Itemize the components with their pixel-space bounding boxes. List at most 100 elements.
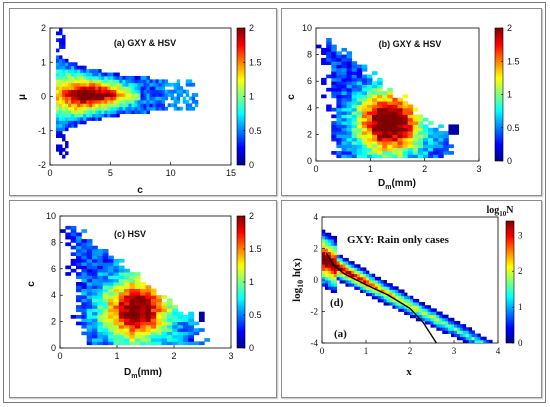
heatmap-cell-c <box>113 338 120 342</box>
heatmap-cell-d <box>462 333 467 338</box>
heatmap-cell-c <box>145 341 152 346</box>
heatmap-cell-b <box>366 121 373 125</box>
heatmap-cell-d <box>324 273 329 278</box>
heatmap-cell-c <box>102 265 109 270</box>
heatmap-cell-b <box>382 127 388 132</box>
heatmap-cell-b <box>361 87 368 92</box>
heatmap-cell-d <box>330 289 335 293</box>
heatmap-cell-c <box>161 334 168 339</box>
heatmap-cell-a <box>185 93 190 97</box>
y-tick-label-c: 2 <box>51 317 56 327</box>
heatmap-cell-a <box>65 113 69 118</box>
heatmap-cell-b <box>392 97 398 102</box>
heatmap-cell-a <box>83 113 87 118</box>
heatmap-cell-b <box>351 64 358 69</box>
heatmap-cell-c <box>140 321 146 326</box>
heatmap-cell-d <box>374 276 379 281</box>
heatmap-cell-a <box>95 72 99 77</box>
heatmap-cell-a <box>80 113 84 118</box>
heatmap-cell-a <box>59 93 63 97</box>
heatmap-cell-a <box>137 99 141 104</box>
heatmap-cell-a <box>62 58 66 63</box>
heatmap-cell-a <box>113 103 117 108</box>
heatmap-cell-a <box>134 106 138 111</box>
heatmap-cell-a <box>65 72 69 77</box>
heatmap-cell-a <box>116 82 120 87</box>
heatmap-cell-b <box>402 144 409 149</box>
heatmap-cell-c <box>140 288 146 293</box>
heatmap-cell-d <box>439 311 443 316</box>
colorbar-tick-label-b: 0.5 <box>507 123 520 133</box>
heatmap-cell-d <box>474 333 478 338</box>
heatmap-cell-a <box>122 82 126 87</box>
heatmap-cell-c <box>177 334 184 339</box>
heatmap-cell-c <box>156 341 162 346</box>
heatmap-cell-c <box>134 318 141 322</box>
heatmap-cell-b <box>387 137 393 142</box>
heatmap-cell-b <box>433 127 439 132</box>
heatmap-cell-b <box>382 101 388 105</box>
x-axis-label-c-sub: m <box>131 373 137 380</box>
heatmap-cell-b <box>382 97 388 102</box>
heatmap-cell-c <box>129 305 136 309</box>
heatmap-cell-b <box>351 151 358 155</box>
heatmap-cell-c <box>118 311 125 316</box>
heatmap-cell-a <box>71 103 75 108</box>
heatmap-cell-b <box>387 141 393 145</box>
heatmap-cell-d <box>392 286 396 290</box>
heatmap-cell-c <box>118 338 125 342</box>
heatmap-cell-d <box>374 292 379 297</box>
heatmap-cell-d <box>392 292 396 297</box>
heatmap-cell-a <box>98 96 102 101</box>
heatmap-cell-a <box>56 72 60 77</box>
heatmap-cell-c <box>76 245 82 250</box>
heatmap-cell-a <box>59 75 63 80</box>
heatmap-cell-b <box>382 141 388 145</box>
heatmap-cell-a <box>95 79 99 84</box>
heatmap-cell-b <box>351 141 358 145</box>
heatmap-cell-b <box>387 101 393 105</box>
heatmap-cell-b <box>372 91 378 95</box>
heatmap-cell-d <box>324 257 329 262</box>
heatmap-cell-c <box>76 232 82 237</box>
heatmap-cell-c <box>92 318 98 322</box>
heatmap-cell-b <box>341 91 347 95</box>
heatmap-cell-d <box>348 276 352 281</box>
heatmap-cell-c <box>76 285 82 289</box>
heatmap-cell-c <box>108 331 114 336</box>
heatmap-cell-c <box>92 305 98 309</box>
heatmap-cell-b <box>387 94 393 99</box>
heatmap-cell-c <box>81 285 88 289</box>
heatmap-cell-c <box>150 295 157 299</box>
heatmap-cell-c <box>177 321 184 326</box>
heatmap-cell-a <box>62 86 66 91</box>
heatmap-cell-c <box>102 249 109 253</box>
heatmap-cell-c <box>129 315 136 319</box>
heatmap-cell-c <box>182 318 189 322</box>
heatmap-cell-b <box>361 141 368 145</box>
heatmap-cell-b <box>336 81 342 85</box>
heatmap-cell-a <box>173 103 178 108</box>
heatmap-cell-a <box>68 117 72 121</box>
heatmap-cell-c <box>156 308 162 313</box>
heatmap-cell-d <box>322 248 326 253</box>
heatmap-cell-a <box>56 103 60 108</box>
heatmap-cell-d <box>324 270 329 275</box>
heatmap-cell-b <box>326 74 332 79</box>
heatmap-cell-d <box>424 308 428 312</box>
heatmap-cell-a <box>167 89 172 94</box>
heatmap-cell-a <box>134 75 138 80</box>
heatmap-cell-d <box>377 283 382 287</box>
heatmap-cell-b <box>351 137 358 142</box>
heatmap-cell-a <box>113 86 117 91</box>
heatmap-cell-d <box>483 339 487 343</box>
heatmap-cell-c <box>198 328 205 332</box>
heatmap-cell-d <box>368 289 373 293</box>
heatmap-cell-a <box>68 89 72 94</box>
heatmap-cell-b <box>372 154 378 159</box>
heatmap-cell-c <box>129 272 136 276</box>
y-tick-label-a: -1 <box>38 126 46 136</box>
heatmap-cell-a <box>113 79 117 84</box>
heatmap-cell-d <box>451 320 455 325</box>
heatmap-cell-a <box>86 89 90 94</box>
